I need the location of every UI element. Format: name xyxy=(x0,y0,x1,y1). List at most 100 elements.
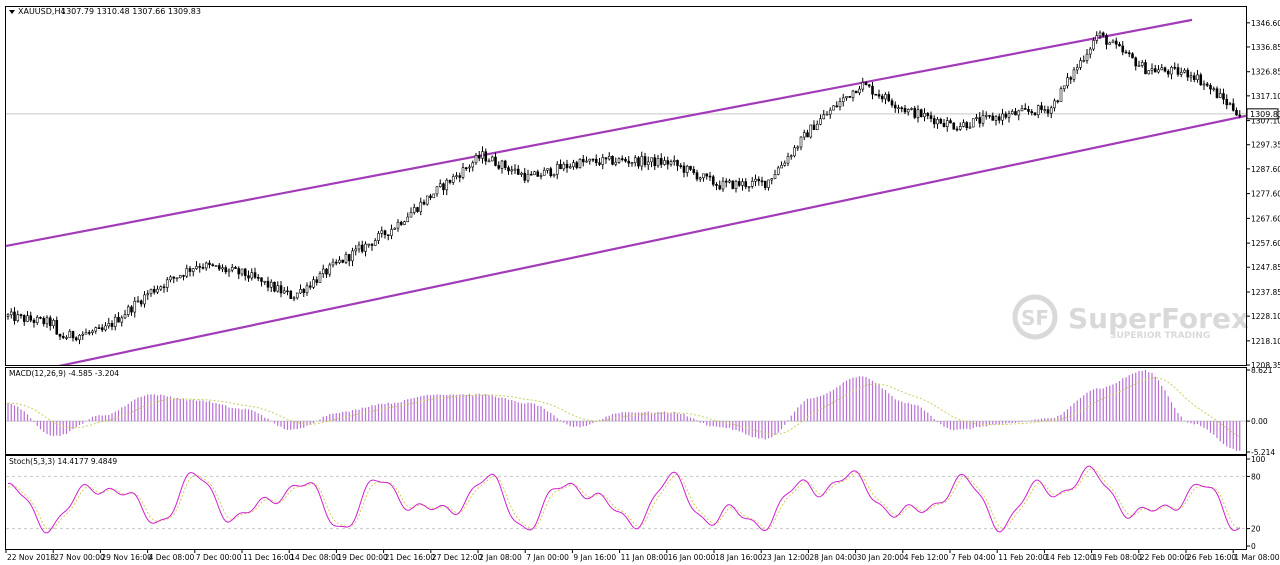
candle-body xyxy=(1082,60,1086,62)
candle-body xyxy=(477,155,481,159)
candle xyxy=(1079,57,1082,70)
candle xyxy=(1163,66,1167,73)
candle-body xyxy=(58,333,62,337)
candle-body xyxy=(458,175,462,178)
candle xyxy=(581,154,585,167)
candle-body xyxy=(1017,110,1021,116)
time-tick-label: 14 Feb 12:00 xyxy=(1045,553,1094,562)
candle xyxy=(425,195,429,206)
candle-body xyxy=(767,179,770,188)
time-tick-label: 21 Dec 16:00 xyxy=(385,553,436,562)
candle xyxy=(204,261,208,271)
candle xyxy=(1118,41,1121,47)
candle-body xyxy=(425,195,429,205)
candle-body xyxy=(308,285,312,288)
candle-body xyxy=(685,165,689,173)
candle xyxy=(152,285,156,295)
candle-body xyxy=(929,115,933,119)
candle xyxy=(975,114,978,121)
candle xyxy=(217,263,221,271)
candle-body xyxy=(802,132,806,138)
candle-body xyxy=(659,158,663,165)
candle xyxy=(1027,105,1030,115)
candle xyxy=(825,110,829,116)
candle-body xyxy=(490,156,494,162)
candle xyxy=(461,162,465,180)
candle xyxy=(445,178,449,196)
candle-body xyxy=(617,158,621,163)
candle-body xyxy=(887,94,891,102)
candle-body xyxy=(676,160,679,166)
candle-body xyxy=(328,264,332,275)
candle-body xyxy=(880,95,884,100)
candle-body xyxy=(84,332,88,335)
main-panel[interactable] xyxy=(5,6,1247,366)
candle xyxy=(143,291,146,308)
candle xyxy=(1053,98,1056,112)
candle-body xyxy=(516,168,520,175)
candle-body xyxy=(724,180,728,183)
candle-body xyxy=(396,221,400,229)
price-tick-label: 1277.60 xyxy=(1251,190,1280,199)
candle-body xyxy=(91,330,94,333)
stoch-signal-line xyxy=(7,468,1240,531)
candle-body xyxy=(1225,98,1229,106)
candle-body xyxy=(289,290,293,299)
watermark-tagline: SUPERIOR TRADING xyxy=(1110,331,1210,341)
candle xyxy=(409,207,413,218)
candle-body xyxy=(552,173,556,177)
candle xyxy=(705,173,709,180)
dropdown-triangle-icon[interactable] xyxy=(9,10,15,14)
candle xyxy=(1225,94,1229,110)
candle-body xyxy=(1033,112,1037,116)
candle xyxy=(884,92,887,105)
candle-body xyxy=(386,234,390,237)
candle-body xyxy=(890,100,894,106)
candle xyxy=(916,105,920,123)
candle-body xyxy=(559,163,562,170)
candle xyxy=(295,292,299,300)
candle xyxy=(763,180,767,191)
candle xyxy=(55,316,59,335)
candle-body xyxy=(68,331,72,338)
candle xyxy=(22,314,26,326)
current-price-label: 1309.83 xyxy=(1250,110,1280,119)
candle-body xyxy=(1189,75,1193,78)
stoch-panel[interactable] xyxy=(5,455,1247,550)
candle xyxy=(848,96,852,98)
candle-body xyxy=(572,162,575,168)
candle-body xyxy=(273,281,276,292)
time-tick-label: 11 Jan 08:00 xyxy=(621,553,669,562)
candle xyxy=(1228,101,1232,106)
candle xyxy=(273,281,276,293)
candle xyxy=(542,167,546,176)
candle-body xyxy=(250,272,254,279)
candle xyxy=(900,106,904,113)
stoch-label: Stoch(5,3,3) 14.4177 9.4849 xyxy=(9,457,117,466)
candle-body xyxy=(32,319,36,323)
candle-body xyxy=(364,243,367,252)
candle xyxy=(669,159,673,167)
macd-panel[interactable] xyxy=(5,367,1247,455)
candle xyxy=(796,145,800,151)
candle-body xyxy=(321,268,325,274)
candle-body xyxy=(351,250,354,262)
candle-body xyxy=(1166,70,1170,75)
price-tick-label: 1257.60 xyxy=(1251,239,1280,248)
candle xyxy=(289,290,293,300)
candle-body xyxy=(650,157,653,163)
candle xyxy=(867,83,871,88)
candle xyxy=(503,159,507,171)
candle xyxy=(328,262,332,277)
candle-body xyxy=(156,288,159,293)
candle xyxy=(1059,86,1063,102)
candle xyxy=(464,166,468,171)
candle xyxy=(191,268,195,277)
candle xyxy=(1088,47,1092,59)
candle xyxy=(939,117,943,125)
candle xyxy=(344,251,348,265)
candle-body xyxy=(146,293,150,296)
candle xyxy=(9,308,13,319)
candle-body xyxy=(780,164,783,169)
